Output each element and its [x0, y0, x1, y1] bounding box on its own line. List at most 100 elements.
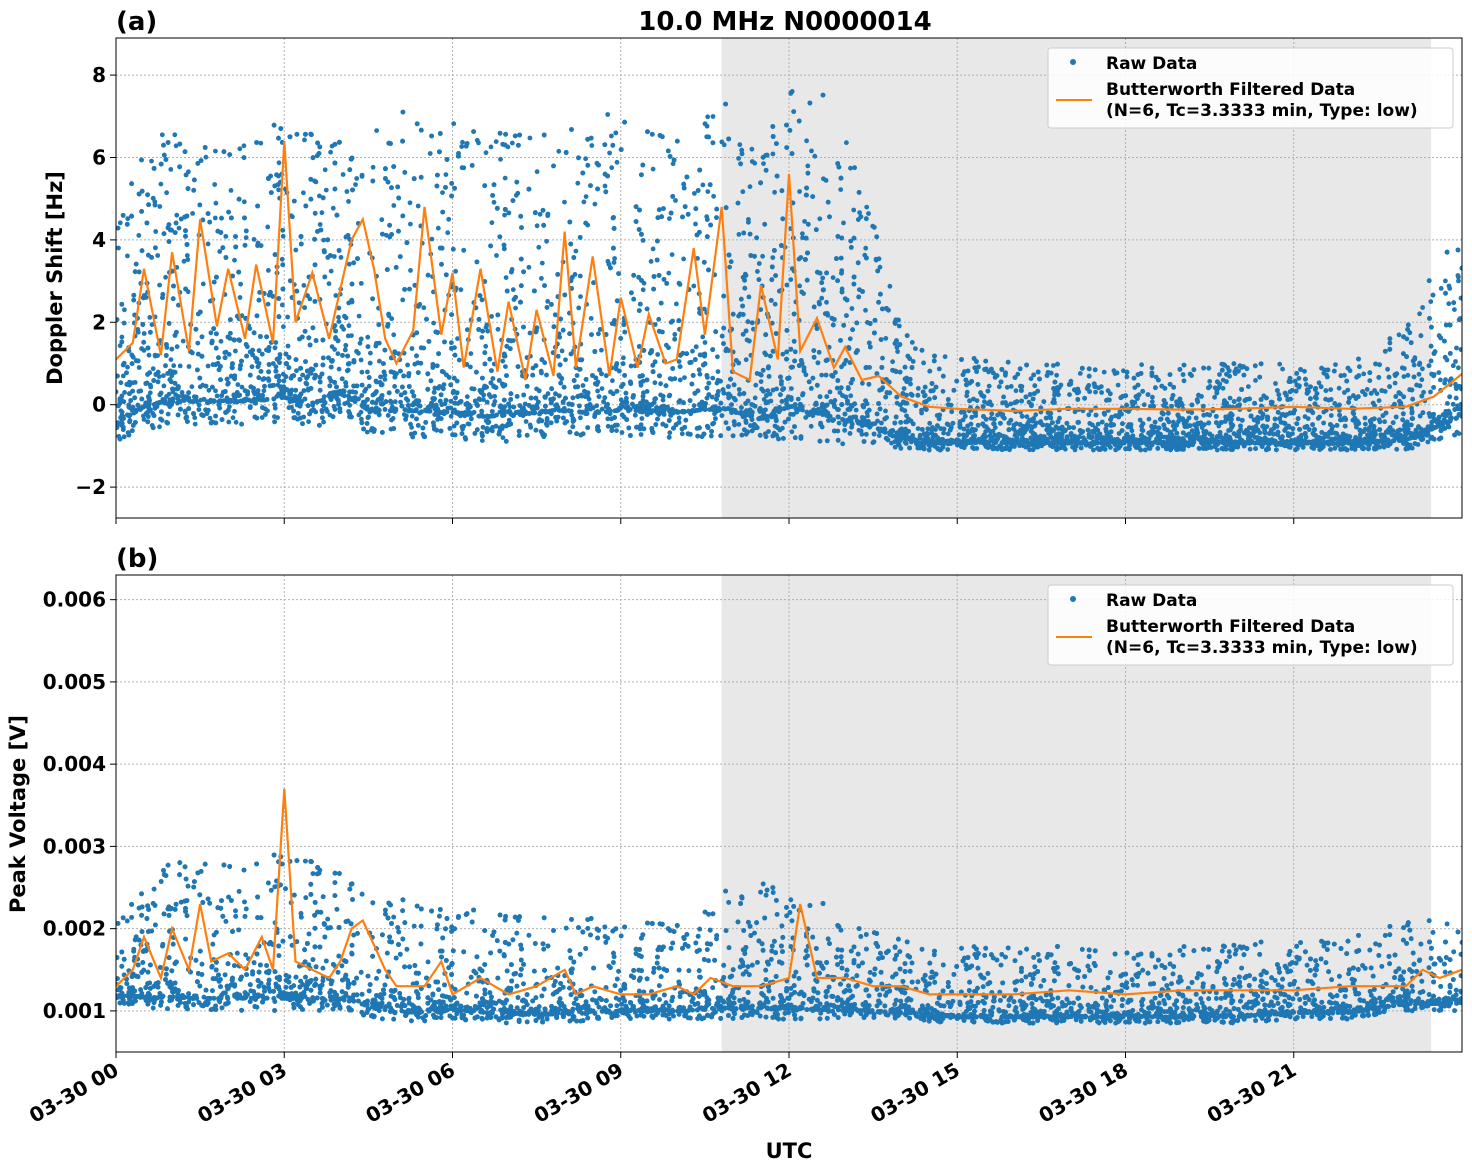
raw-data-point — [819, 372, 825, 378]
raw-data-point — [1051, 363, 1056, 368]
raw-data-point — [346, 323, 352, 329]
raw-data-point — [945, 431, 951, 437]
raw-data-point — [408, 421, 413, 427]
raw-data-point — [161, 383, 167, 389]
raw-data-point — [919, 410, 924, 416]
raw-data-point — [941, 430, 946, 436]
raw-data-point — [595, 388, 600, 394]
raw-data-point — [265, 301, 271, 307]
raw-data-point — [1139, 362, 1144, 368]
raw-data-point — [996, 384, 1002, 390]
raw-data-point — [365, 334, 371, 340]
raw-data-point — [1387, 340, 1393, 346]
raw-data-point — [1186, 415, 1192, 421]
raw-data-point — [770, 255, 776, 260]
raw-data-point — [1456, 274, 1461, 280]
raw-data-point — [1442, 380, 1447, 386]
raw-data-point — [559, 348, 565, 354]
raw-data-point — [526, 264, 532, 270]
raw-data-point — [390, 416, 396, 421]
raw-data-point — [833, 370, 838, 375]
raw-data-point — [755, 269, 760, 274]
raw-data-point — [611, 260, 617, 265]
raw-data-point — [427, 151, 433, 156]
raw-data-point — [695, 256, 700, 261]
raw-data-point — [860, 380, 865, 386]
raw-data-point — [1452, 307, 1457, 312]
raw-data-point — [354, 176, 360, 181]
raw-data-point — [1013, 388, 1019, 394]
raw-data-point — [235, 382, 241, 387]
raw-data-point — [353, 182, 358, 188]
raw-data-point — [772, 189, 777, 195]
raw-data-point — [346, 261, 352, 267]
raw-data-point — [1420, 305, 1425, 310]
raw-data-point — [171, 363, 177, 369]
raw-data-point — [820, 275, 826, 281]
raw-data-point — [940, 388, 946, 394]
raw-data-point — [788, 277, 794, 282]
raw-data-point — [736, 232, 742, 237]
raw-data-point — [319, 210, 325, 216]
raw-data-point — [285, 343, 291, 349]
raw-data-point — [800, 235, 805, 241]
raw-data-point — [1124, 431, 1130, 437]
raw-data-point — [459, 144, 465, 150]
raw-data-point — [1115, 382, 1121, 388]
raw-data-point — [306, 419, 311, 425]
raw-data-point — [125, 216, 131, 222]
raw-data-point — [1121, 368, 1126, 374]
raw-data-point — [562, 199, 567, 205]
raw-data-point — [392, 399, 398, 405]
raw-data-point — [443, 172, 449, 178]
raw-data-point — [1212, 394, 1217, 400]
raw-data-point — [1054, 372, 1059, 378]
raw-data-point — [1382, 419, 1387, 425]
raw-data-point — [488, 144, 494, 150]
raw-data-point — [805, 163, 811, 169]
raw-data-point — [1357, 432, 1363, 438]
raw-data-point — [336, 366, 342, 372]
raw-data-point — [116, 245, 121, 251]
raw-data-point — [377, 358, 382, 364]
raw-data-point — [804, 138, 809, 144]
raw-data-point — [281, 324, 286, 330]
raw-data-point — [1454, 345, 1459, 351]
raw-data-point — [851, 207, 857, 213]
raw-data-point — [213, 148, 218, 154]
raw-data-point — [1216, 423, 1222, 429]
raw-data-point — [1008, 401, 1014, 407]
raw-data-point — [830, 275, 836, 280]
raw-data-point — [180, 338, 186, 344]
raw-data-point — [161, 373, 166, 379]
raw-data-point — [253, 355, 258, 361]
raw-data-point — [391, 203, 397, 208]
raw-data-point — [233, 348, 238, 354]
raw-data-point — [1207, 379, 1213, 384]
raw-data-point — [1253, 378, 1258, 383]
raw-data-point — [1367, 378, 1373, 383]
raw-data-point — [602, 183, 608, 189]
raw-data-point — [633, 408, 639, 413]
raw-data-point — [740, 189, 746, 195]
raw-data-point — [1357, 364, 1362, 370]
raw-data-point — [1280, 366, 1285, 372]
raw-data-point — [563, 357, 568, 363]
raw-data-point — [1080, 435, 1086, 441]
raw-data-point — [1361, 371, 1367, 377]
raw-data-point — [1072, 409, 1078, 415]
raw-data-point — [800, 231, 805, 237]
raw-data-point — [866, 211, 871, 216]
raw-data-point — [883, 408, 888, 414]
raw-data-point — [809, 148, 814, 154]
raw-data-point — [233, 419, 239, 425]
raw-data-point — [1001, 394, 1006, 400]
raw-data-point — [213, 388, 218, 394]
raw-data-point — [562, 420, 568, 426]
raw-data-point — [1417, 311, 1422, 317]
raw-data-point — [464, 327, 470, 333]
raw-data-point — [883, 336, 889, 341]
raw-data-point — [359, 416, 364, 422]
raw-data-point — [895, 349, 900, 354]
raw-data-point — [1446, 301, 1452, 307]
